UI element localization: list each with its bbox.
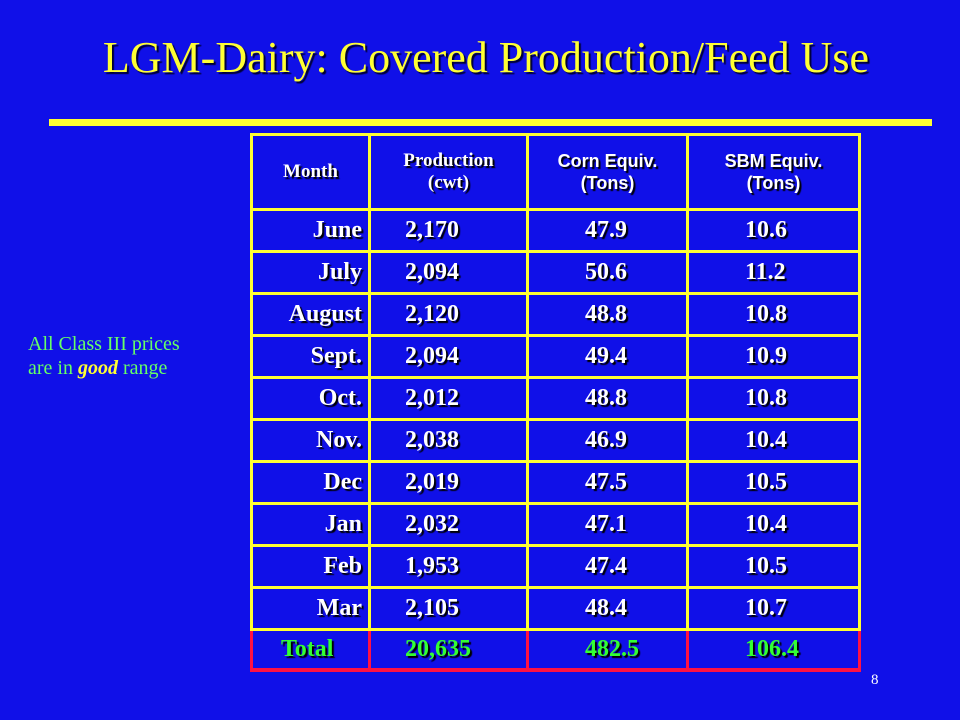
header-production-line-2: (cwt)	[427, 172, 470, 193]
cell-corn: 48.8	[526, 376, 689, 421]
table-row: Mar 2,105 48.4 10.7	[250, 586, 861, 631]
cell-corn: 48.8	[526, 292, 689, 337]
cell-corn: 46.9	[526, 418, 689, 463]
cell-production: 2,038	[368, 418, 529, 463]
cell-production: 2,094	[368, 250, 529, 295]
cell-month: August	[250, 292, 371, 337]
cell-production: 2,032	[368, 502, 529, 547]
cell-corn: 47.1	[526, 502, 689, 547]
cell-month: Oct.	[250, 376, 371, 421]
cell-production: 2,012	[368, 376, 529, 421]
cell-month: Dec	[250, 460, 371, 505]
cell-sbm: 10.5	[686, 460, 861, 505]
table-row: June 2,170 47.9 10.6	[250, 208, 861, 253]
cell-corn: 47.9	[526, 208, 689, 253]
cell-month: Mar	[250, 586, 371, 631]
table-row: Sept. 2,094 49.4 10.9	[250, 334, 861, 379]
header-sbm-equiv: SBM Equiv. (Tons)	[686, 133, 861, 211]
side-note-line-2: are in good range	[28, 356, 180, 380]
total-sbm: 106.4	[686, 628, 861, 672]
cell-month: Feb	[250, 544, 371, 589]
header-corn-line-1: Corn Equiv.	[557, 151, 658, 171]
cell-sbm: 10.9	[686, 334, 861, 379]
header-sbm-line-1: SBM Equiv.	[724, 151, 823, 171]
header-corn-equiv: Corn Equiv. (Tons)	[526, 133, 689, 211]
cell-sbm: 10.4	[686, 418, 861, 463]
cell-month: Sept.	[250, 334, 371, 379]
cell-production: 2,105	[368, 586, 529, 631]
table-row: Feb 1,953 47.4 10.5	[250, 544, 861, 589]
table-row: Nov. 2,038 46.9 10.4	[250, 418, 861, 463]
table-row: August 2,120 48.8 10.8	[250, 292, 861, 337]
table-row: July 2,094 50.6 11.2	[250, 250, 861, 295]
header-month: Month	[250, 133, 371, 211]
cell-production: 2,019	[368, 460, 529, 505]
cell-sbm: 10.5	[686, 544, 861, 589]
cell-sbm: 10.6	[686, 208, 861, 253]
side-note-prefix: are in	[28, 357, 78, 379]
cell-production: 2,170	[368, 208, 529, 253]
side-note-suffix: range	[117, 357, 168, 379]
cell-sbm: 10.8	[686, 292, 861, 337]
cell-production: 2,094	[368, 334, 529, 379]
header-production: Production (cwt)	[368, 133, 529, 211]
cell-corn: 50.6	[526, 250, 689, 295]
cell-month: Nov.	[250, 418, 371, 463]
table-row: Oct. 2,012 48.8 10.8	[250, 376, 861, 421]
page-number: 8	[871, 672, 879, 688]
cell-production: 2,120	[368, 292, 529, 337]
slide-title: LGM-Dairy: Covered Production/Feed Use	[102, 33, 870, 82]
cell-sbm: 10.8	[686, 376, 861, 421]
total-label: Total	[250, 628, 371, 672]
cell-corn: 47.5	[526, 460, 689, 505]
header-month-label: Month	[283, 161, 338, 182]
side-note: All Class III prices are in good range	[28, 332, 180, 380]
cell-sbm: 10.4	[686, 502, 861, 547]
table-row: Dec 2,019 47.5 10.5	[250, 460, 861, 505]
header-corn-line-2: (Tons)	[580, 173, 635, 193]
cell-month: July	[250, 250, 371, 295]
side-note-line-1: All Class III prices	[28, 333, 180, 355]
total-production: 20,635	[368, 628, 529, 672]
cell-sbm: 11.2	[686, 250, 861, 295]
side-note-emphasis: good	[77, 357, 118, 379]
table-row: Jan 2,032 47.1 10.4	[250, 502, 861, 547]
table-total-row: Total 20,635 482.5 106.4	[250, 628, 861, 672]
cell-corn: 48.4	[526, 586, 689, 631]
cell-production: 1,953	[368, 544, 529, 589]
cell-month: Jan	[250, 502, 371, 547]
cell-month: June	[250, 208, 371, 253]
header-sbm-line-2: (Tons)	[746, 173, 801, 193]
table-header-row: Month Production (cwt) Corn Equiv. (Tons…	[250, 133, 861, 211]
total-corn: 482.5	[526, 628, 689, 672]
cell-sbm: 10.7	[686, 586, 861, 631]
header-production-line-1: Production	[403, 150, 494, 171]
cell-corn: 49.4	[526, 334, 689, 379]
title-underline	[49, 119, 932, 126]
cell-corn: 47.4	[526, 544, 689, 589]
production-feed-table: Month Production (cwt) Corn Equiv. (Tons…	[250, 133, 861, 672]
